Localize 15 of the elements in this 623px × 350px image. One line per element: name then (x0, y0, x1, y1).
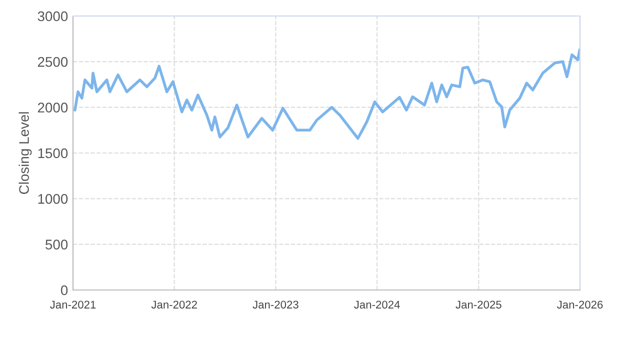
y-tick-label: 1000 (38, 194, 68, 204)
y-tick-label: 0 (60, 285, 68, 296)
y-tick-label: 1500 (38, 148, 68, 158)
y-axis-title: Closing Level (18, 112, 32, 194)
x-tick-label: Jan-2026 (557, 300, 603, 309)
y-tick-label: 2500 (38, 57, 68, 67)
x-tick-label: Jan-2023 (252, 300, 298, 309)
line-series (74, 48, 580, 140)
y-tick-label: 2000 (38, 102, 68, 113)
x-tick-label: Jan-2024 (354, 300, 400, 309)
x-tick-label: Jan-2025 (456, 300, 502, 309)
y-tick-label: 3000 (38, 11, 68, 22)
y-tick-label: 500 (46, 240, 68, 250)
x-tick-label: Jan-2022 (151, 300, 197, 309)
x-tick-label: Jan-2021 (50, 300, 96, 309)
